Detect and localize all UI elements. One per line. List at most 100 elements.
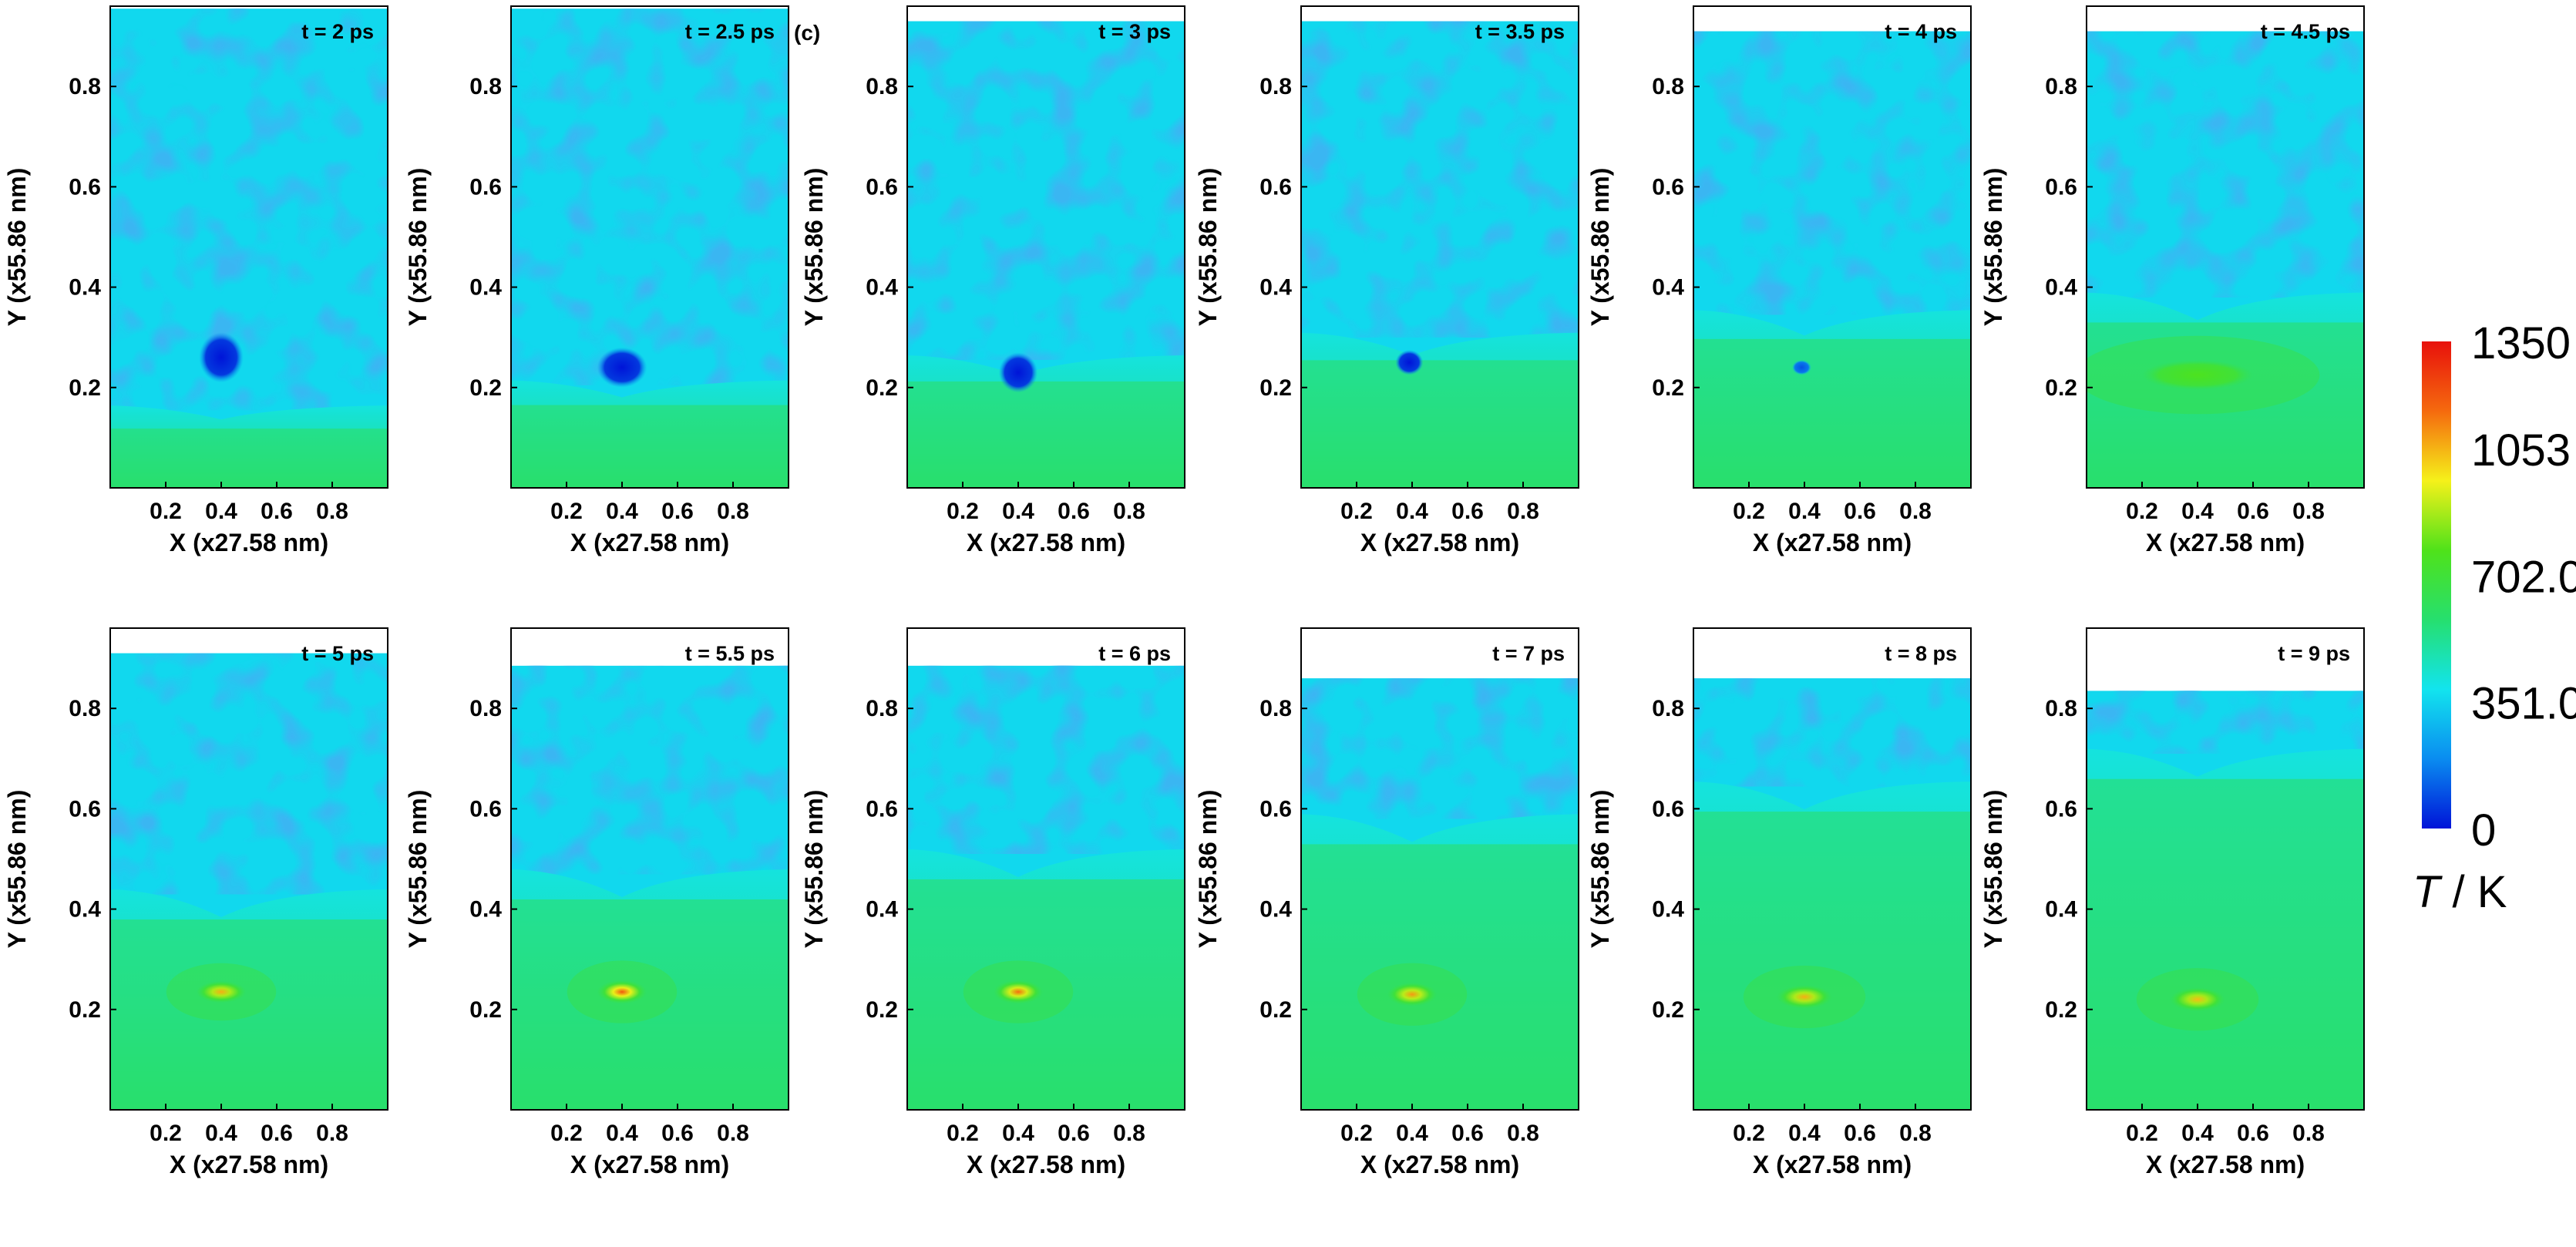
warm-region [1693, 338, 1971, 488]
time-label: t = 3.5 ps [1475, 20, 1565, 43]
heat-spot [2142, 359, 2253, 391]
warm-region [2087, 322, 2364, 488]
x-tick-label: 0.6 [261, 499, 293, 524]
heat-spot [1387, 982, 1438, 1007]
x-tick-label: 0.4 [1788, 499, 1821, 524]
heatmap-panel: 0.2 0.4 0.6 0.8 0.2 0.4 0.6 0.8 X (x27.58 nm) Y (… [1979, 627, 2365, 1178]
plot-frame [906, 5, 1185, 489]
y-tick-label: 0.2 [866, 375, 898, 401]
time-label: t = 4 ps [1885, 20, 1957, 43]
x-tick-label: 0.4 [1002, 1121, 1034, 1146]
panel-tag: (c) [794, 21, 820, 45]
x-tick-label: 0.8 [717, 1121, 749, 1146]
y-tick-label: 0.6 [866, 796, 898, 822]
heatmap-panel: 0.2 0.4 0.6 0.8 0.2 0.4 0.6 0.8 X (x27.58 nm) Y (… [1586, 5, 1972, 556]
warm-region [1301, 360, 1579, 488]
x-axis-title: X (x27.58 nm) [170, 1151, 328, 1178]
heat-spot [196, 980, 247, 1003]
x-tick-label: 0.4 [1002, 499, 1034, 524]
x-tick-label: 0.2 [1733, 1121, 1765, 1146]
heat-spot [597, 347, 647, 388]
plot-frame [109, 627, 388, 1111]
warm-region [110, 919, 388, 1110]
y-tick-label: 0.4 [69, 275, 101, 301]
y-axis-title: Y (x55.86 nm) [1979, 790, 2007, 949]
colorbar-gradient [2422, 341, 2451, 829]
temperature-field [1693, 31, 1971, 488]
y-tick-label: 0.6 [2045, 174, 2077, 200]
x-tick-label: 0.4 [606, 1121, 638, 1146]
y-axis-title: Y (x55.86 nm) [3, 790, 31, 949]
x-axis-title: X (x27.58 nm) [1753, 1151, 1912, 1178]
x-tick-label: 0.6 [1058, 1121, 1090, 1146]
temperature-field [511, 665, 789, 1110]
cool-region-texture [2087, 691, 2364, 754]
x-tick-label: 0.6 [1058, 499, 1090, 524]
plot-frame [109, 5, 388, 489]
heatmap-panel: 0.2 0.4 0.6 0.8 0.2 0.4 0.6 0.8 X (x27.58 nm) Y (… [404, 5, 789, 556]
y-axis-title: Y (x55.86 nm) [404, 168, 432, 327]
temperature-field [1693, 678, 1971, 1110]
warm-region [511, 405, 789, 488]
cool-region-texture [511, 8, 789, 385]
colorbar-tick-label: 351.0 [2471, 679, 2576, 729]
x-tick-label: 0.4 [1396, 1121, 1428, 1146]
plot-frame [510, 627, 789, 1111]
y-tick-label: 0.8 [69, 74, 101, 99]
y-tick-label: 0.2 [469, 375, 502, 401]
time-label: t = 2 ps [301, 20, 374, 43]
colorbar-tick-label: 702.0 [2471, 552, 2576, 602]
y-tick-label: 0.8 [2045, 74, 2077, 99]
x-axis-title: X (x27.58 nm) [2146, 529, 2305, 556]
x-tick-label: 0.2 [150, 499, 182, 524]
x-tick-label: 0.4 [1396, 499, 1428, 524]
y-tick-label: 0.8 [1259, 696, 1292, 721]
heatmap-panel: 0.2 0.4 0.6 0.8 0.2 0.4 0.6 0.8 X (x27.58 nm) Y (… [3, 5, 388, 556]
y-tick-label: 0.8 [69, 696, 101, 721]
time-label: t = 5 ps [301, 642, 374, 665]
x-tick-label: 0.8 [1507, 1121, 1539, 1146]
heat-spot [1777, 984, 1832, 1010]
temperature-field [110, 8, 388, 488]
temperature-field [907, 21, 1185, 488]
y-tick-label: 0.2 [469, 997, 502, 1023]
x-tick-label: 0.6 [2237, 499, 2269, 524]
y-tick-label: 0.2 [1259, 997, 1292, 1023]
y-tick-label: 0.8 [1652, 696, 1684, 721]
x-tick-label: 0.8 [1113, 1121, 1145, 1146]
cool-region-texture [1301, 678, 1579, 819]
plot-frame [1300, 5, 1579, 489]
y-tick-label: 0.8 [866, 74, 898, 99]
warm-region [110, 429, 388, 488]
time-label: t = 5.5 ps [685, 642, 775, 665]
time-label: t = 2.5 ps [685, 20, 775, 43]
x-axis-title: X (x27.58 nm) [1360, 529, 1519, 556]
y-tick-label: 0.4 [2045, 897, 2077, 923]
x-axis-title: X (x27.58 nm) [1753, 529, 1912, 556]
warm-region [907, 879, 1185, 1110]
plot-frame [1300, 627, 1579, 1111]
heatmap-panel: 0.2 0.4 0.6 0.8 0.2 0.4 0.6 0.8 X (x27.58 nm) Y (… [800, 5, 1185, 556]
y-axis-title: Y (x55.86 nm) [1586, 790, 1614, 949]
y-tick-label: 0.8 [2045, 696, 2077, 721]
x-axis-title: X (x27.58 nm) [967, 529, 1125, 556]
plot-frame [1693, 627, 1972, 1111]
x-axis-title: X (x27.58 nm) [170, 529, 328, 556]
warm-region [2087, 778, 2364, 1110]
x-tick-label: 0.6 [1844, 1121, 1876, 1146]
x-tick-label: 0.2 [550, 1121, 583, 1146]
x-tick-label: 0.2 [947, 1121, 979, 1146]
cool-region-texture [110, 653, 388, 895]
cool-region-texture [110, 8, 388, 411]
x-tick-label: 0.6 [1844, 499, 1876, 524]
y-tick-label: 0.4 [69, 897, 101, 923]
x-tick-label: 0.2 [550, 499, 583, 524]
colorbar-tick-label: 1053 [2471, 425, 2571, 476]
x-tick-label: 0.8 [1899, 499, 1932, 524]
y-tick-label: 0.4 [1652, 275, 1684, 301]
colorbar-title: T / K [2413, 867, 2507, 917]
heat-spot [2170, 987, 2225, 1012]
x-tick-label: 0.4 [2181, 1121, 2214, 1146]
time-label: t = 4.5 ps [2261, 20, 2350, 43]
time-label: t = 9 ps [2278, 642, 2350, 665]
